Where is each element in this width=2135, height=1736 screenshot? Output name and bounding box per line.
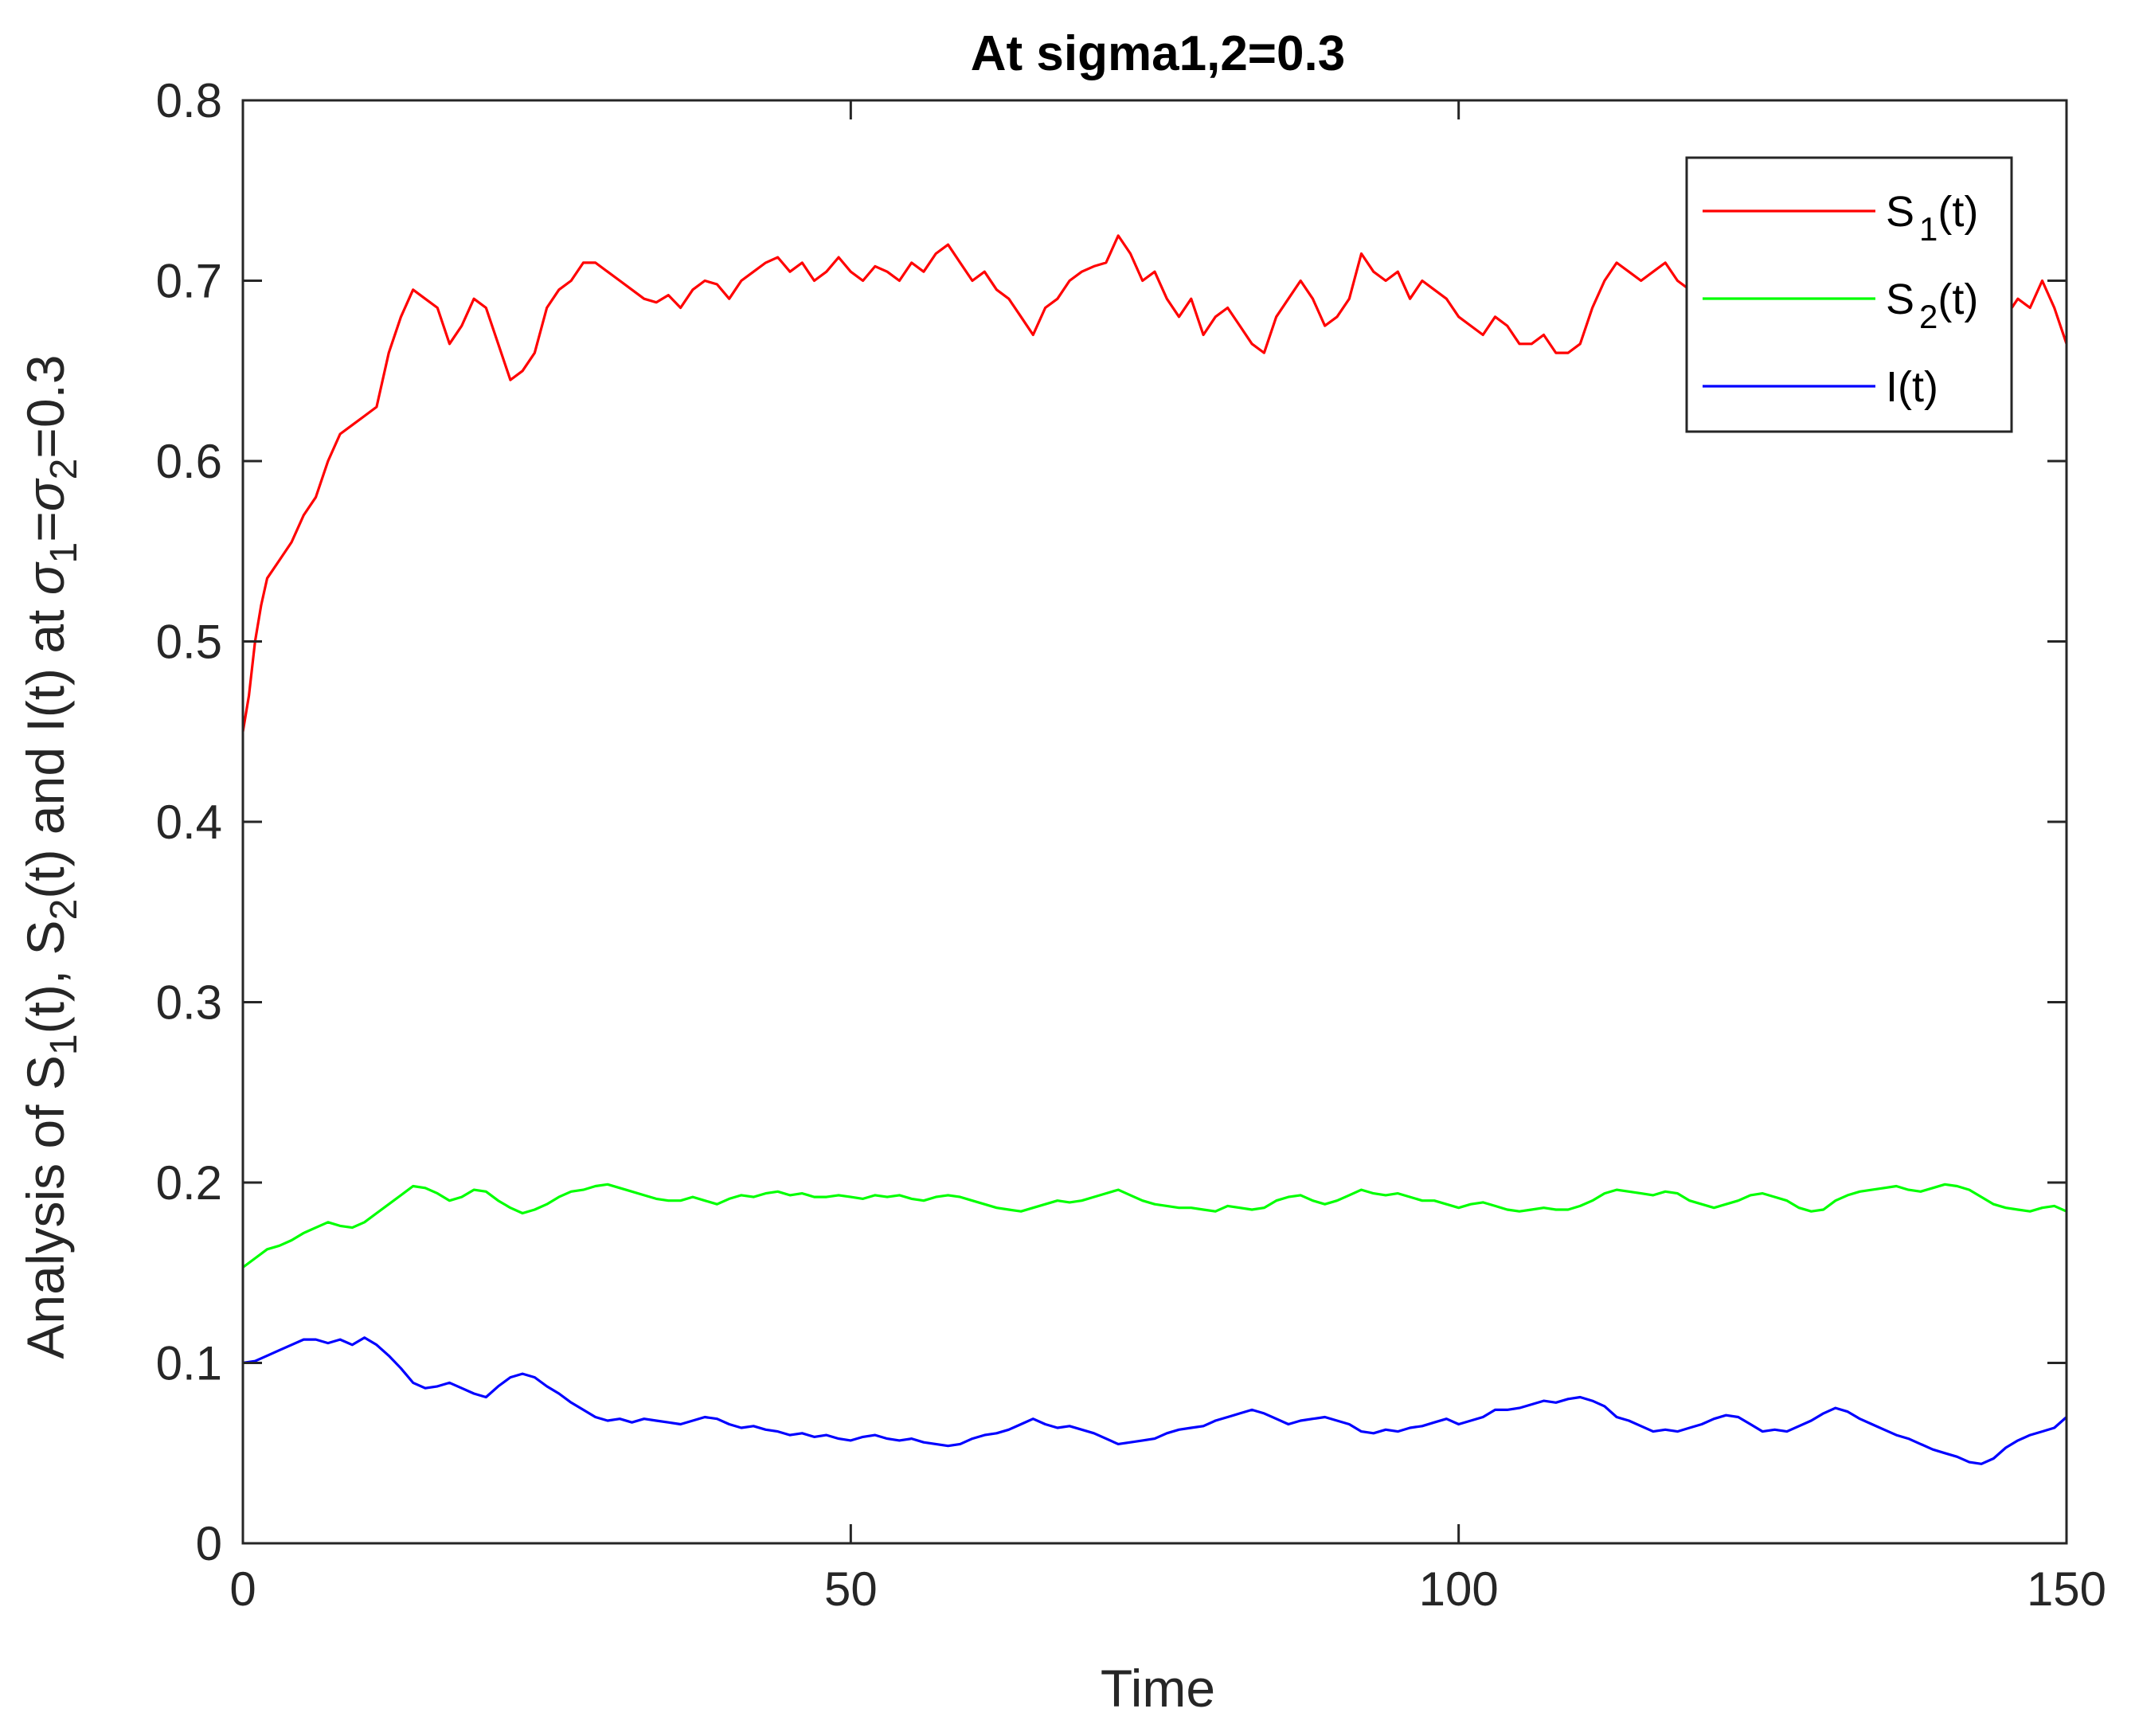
y-axis-ticks: 0 0.1 0.2 0.3 0.4 0.5 0.6 0.7 0.8 bbox=[156, 74, 2067, 1570]
series-line-i bbox=[242, 1336, 2068, 1465]
y-tick-label: 0.3 bbox=[156, 976, 222, 1030]
y-axis-label-part: 1 bbox=[43, 542, 85, 564]
x-tick-label: 50 bbox=[824, 1562, 878, 1616]
y-tick-label: 0 bbox=[196, 1517, 222, 1570]
y-tick-label: 0.1 bbox=[156, 1337, 222, 1390]
y-axis-label-part: 2 bbox=[43, 459, 85, 480]
y-axis-label-part: σ bbox=[16, 561, 75, 595]
y-tick-label: 0.8 bbox=[156, 74, 222, 127]
legend-label-s1: S 1(t) bbox=[1886, 188, 1978, 248]
y-tick-label: 0.6 bbox=[156, 435, 222, 488]
x-axis-ticks: 0 50 100 150 bbox=[229, 100, 2106, 1616]
y-axis-label-part: Analysis of S bbox=[16, 1055, 75, 1359]
y-tick-label: 0.4 bbox=[156, 796, 222, 849]
x-tick-label: 0 bbox=[229, 1562, 256, 1616]
y-axis-label-part: σ bbox=[16, 478, 75, 511]
y-axis-label-part: (t) and I(t) at bbox=[16, 595, 75, 898]
y-axis-label-part: 1 bbox=[43, 1034, 85, 1055]
y-tick-label: 0.2 bbox=[156, 1156, 222, 1210]
y-axis-label-part: (t), S bbox=[16, 920, 75, 1034]
y-axis-label-part: 2 bbox=[43, 899, 85, 921]
chart-title: At sigma1,2=0.3 bbox=[971, 26, 1345, 81]
y-tick-label: 0.5 bbox=[156, 616, 222, 669]
x-tick-label: 100 bbox=[1419, 1562, 1499, 1616]
x-axis-label: Time bbox=[1101, 1659, 1215, 1718]
y-axis-label-part: =0.3 bbox=[16, 354, 75, 458]
series-line-s2 bbox=[242, 1183, 2067, 1269]
legend-label-i: I(t) bbox=[1886, 363, 1938, 411]
y-axis-label-part: = bbox=[16, 511, 75, 542]
x-tick-label: 150 bbox=[2027, 1562, 2106, 1616]
y-tick-label: 0.7 bbox=[156, 255, 222, 308]
y-axis-label: Analysis of S1(t), S2(t) and I(t) at σ1=… bbox=[16, 354, 85, 1359]
legend-label-s2: S 2(t) bbox=[1886, 276, 1978, 335]
legend: S 1(t) S 2(t) I(t) bbox=[1685, 156, 2013, 433]
